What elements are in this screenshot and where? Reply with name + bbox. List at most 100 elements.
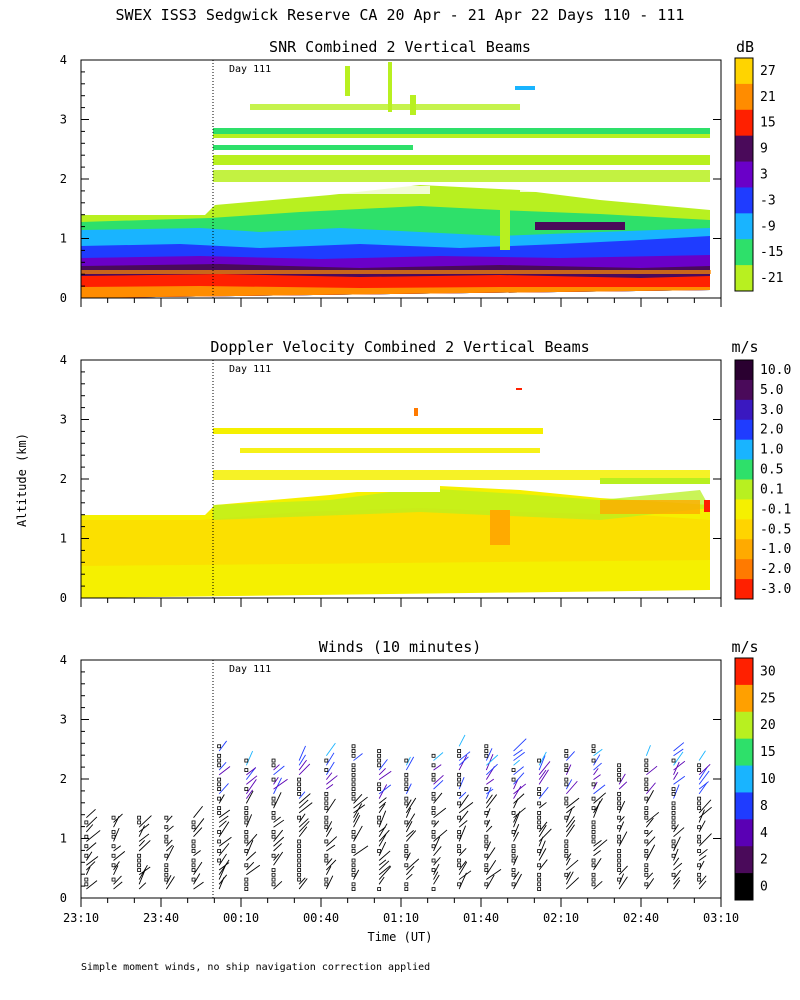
- wind-barb: [378, 801, 387, 809]
- wind-barb: [646, 765, 658, 776]
- wind-calm-marker: [644, 777, 649, 782]
- wind-calm-marker: [324, 768, 329, 772]
- wind-barb: [433, 856, 441, 866]
- wind-calm-marker: [591, 758, 596, 763]
- wind-calm-marker: [351, 887, 356, 891]
- wind-barb: [405, 852, 411, 861]
- wind-calm-marker: [697, 834, 702, 839]
- wind-barb: [378, 810, 387, 828]
- wind-calm-marker: [431, 772, 436, 777]
- wind-barb: [85, 866, 91, 875]
- wind-barb: [698, 750, 706, 761]
- snr-unit: dB: [736, 38, 754, 56]
- wind-barb: [433, 846, 442, 857]
- wind-calm-marker: [644, 853, 649, 858]
- wind-calm-marker: [617, 834, 622, 839]
- wind-calm-marker: [351, 787, 356, 792]
- wind-calm-marker: [591, 839, 596, 844]
- wind-barb: [273, 829, 284, 842]
- wind-barb: [325, 772, 333, 780]
- wind-calm-marker: [644, 806, 649, 811]
- wind-barb: [218, 740, 227, 752]
- wind-calm-marker: [644, 782, 649, 787]
- wind-calm-marker: [431, 830, 436, 834]
- wind-barb: [138, 866, 151, 876]
- wind-barb: [698, 860, 705, 871]
- wind-barb: [353, 753, 363, 761]
- wind-calm-marker: [457, 849, 462, 853]
- wind-calm-marker: [217, 777, 222, 782]
- wind-calm-marker: [564, 796, 569, 801]
- wind-barb: [353, 804, 366, 814]
- wind-barb: [565, 764, 572, 776]
- snr-yticks: 0 1 2 3 4: [60, 53, 721, 305]
- wind-calm-marker: [617, 801, 622, 806]
- wind-calm-marker: [617, 772, 622, 777]
- wind-calm-marker: [484, 839, 489, 844]
- wind-calm-marker: [564, 853, 569, 858]
- wind-barb: [566, 797, 580, 809]
- figure-title: SWEX ISS3 Sedgwick Reserve CA 20 Apr - 2…: [116, 6, 685, 24]
- wind-calm-marker: [671, 844, 676, 849]
- wind-calm-marker: [111, 830, 116, 834]
- wind-barb: [513, 855, 519, 866]
- wind-calm-marker: [217, 839, 222, 844]
- colorbar-label: 27: [760, 64, 776, 79]
- wind-barb: [326, 844, 336, 852]
- wind-calm-marker: [111, 863, 116, 868]
- wind-calm-marker: [244, 887, 249, 891]
- colorbar-swatch: [735, 439, 753, 461]
- y-tick-label: 1: [60, 232, 67, 246]
- x-tick-label: 02:10: [543, 911, 579, 925]
- colorbar-label: 1.0: [760, 443, 783, 458]
- wind-calm-marker: [671, 787, 676, 792]
- wind-calm-marker: [271, 811, 276, 815]
- wind-barb: [325, 858, 333, 866]
- wind-calm-marker: [351, 791, 356, 796]
- wind-calm-marker: [697, 872, 702, 877]
- doppler-gap-1: [240, 484, 440, 492]
- wind-calm-marker: [377, 849, 382, 853]
- wind-calm-marker: [591, 806, 596, 811]
- wind-barb: [273, 764, 280, 771]
- wind-calm-marker: [84, 844, 89, 849]
- x-tick-label: 23:40: [143, 911, 179, 925]
- colorbar-label: -15: [760, 245, 783, 260]
- colorbar-swatch: [735, 135, 753, 163]
- doppler-yticks: 0 1 2 3 4: [60, 353, 721, 605]
- wind-barb: [113, 813, 123, 823]
- wind-calm-marker: [377, 815, 382, 820]
- wind-barb: [485, 847, 496, 861]
- wind-barb: [218, 859, 230, 876]
- wind-barb: [325, 827, 333, 837]
- wind-barb: [673, 862, 683, 871]
- wind-barb: [698, 782, 708, 795]
- wind-calm-marker: [271, 758, 276, 763]
- wind-barb: [673, 760, 686, 771]
- wind-calm-marker: [671, 820, 676, 825]
- wind-barb: [513, 766, 524, 776]
- wind-barb: [405, 813, 416, 828]
- snr-gap-1: [230, 186, 430, 194]
- wind-barb: [673, 772, 679, 780]
- wind-calm-marker: [324, 758, 329, 763]
- wind-barb: [138, 840, 145, 847]
- wind-calm-marker: [244, 863, 249, 868]
- colorbar-label: 3.0: [760, 403, 783, 418]
- wind-calm-marker: [244, 768, 249, 772]
- wind-calm-marker: [191, 820, 196, 825]
- wind-calm-marker: [697, 839, 702, 844]
- wind-calm-marker: [244, 806, 249, 811]
- wind-barb: [646, 811, 660, 823]
- wind-calm-marker: [351, 830, 356, 834]
- wind-barb: [245, 840, 254, 856]
- colorbar-swatch: [735, 399, 753, 421]
- wind-barb: [458, 756, 469, 766]
- wind-barb: [245, 779, 257, 795]
- wind-barb: [566, 806, 575, 814]
- wind-barb: [325, 866, 332, 876]
- wind-barb: [273, 816, 281, 823]
- wind-barb: [113, 881, 123, 890]
- wind-calm-marker: [537, 758, 542, 763]
- wind-barb: [218, 853, 227, 866]
